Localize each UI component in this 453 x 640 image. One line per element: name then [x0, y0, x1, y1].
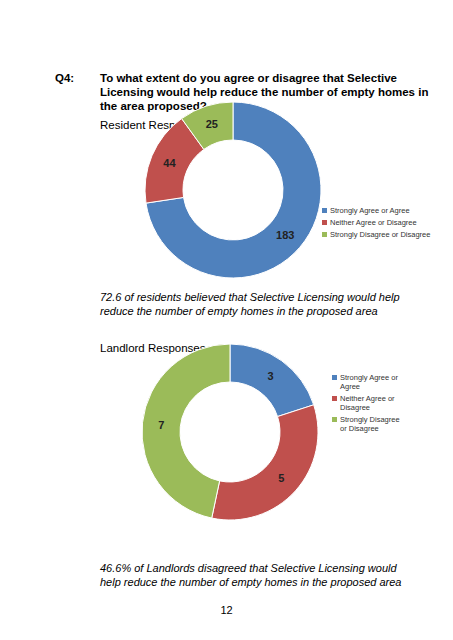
annotation: 72.6 of residents believed that Selectiv… [100, 290, 410, 318]
legend: Strongly Agree or Agree Neither Agree or … [322, 206, 432, 242]
page-number: 12 [0, 604, 453, 616]
legend-swatch [332, 375, 337, 380]
donut-slice [142, 344, 230, 518]
data-label: 44 [163, 157, 176, 169]
question-number: Q4: [55, 71, 95, 85]
legend-label: Neither Agree or Disagree [340, 394, 408, 412]
legend-swatch [332, 417, 337, 422]
legend-entry: Strongly Disagree or Disagree [322, 230, 432, 239]
legend-swatch [322, 232, 327, 237]
legend-entry: Neither Agree or Disagree [322, 218, 432, 227]
legend: Strongly Agree or Agree Neither Agree or … [332, 373, 408, 436]
data-label: 5 [278, 472, 284, 484]
donut-slice [146, 102, 321, 278]
donut-chart: 3 5 7 [140, 342, 320, 522]
legend-entry: Strongly Disagree or Disagree [332, 415, 408, 433]
legend-swatch [332, 396, 337, 401]
annotation: 46.6% of Landlords disagreed that Select… [100, 561, 410, 589]
donut-slice [212, 405, 318, 520]
data-label: 25 [206, 118, 218, 130]
data-label: 7 [158, 419, 164, 431]
question-text: To what extent do you agree or disagree … [100, 71, 445, 113]
legend-entry: Neither Agree or Disagree [332, 394, 408, 412]
legend-label: Strongly Disagree or Disagree [330, 230, 430, 239]
legend-entry: Strongly Agree or Agree [332, 373, 408, 391]
legend-label: Strongly Agree or Agree [330, 206, 410, 215]
legend-label: Strongly Disagree or Disagree [340, 415, 408, 433]
data-label: 183 [276, 229, 294, 241]
legend-entry: Strongly Agree or Agree [322, 206, 432, 215]
donut-slice [230, 344, 314, 417]
donut-chart: 183 44 25 [143, 100, 323, 280]
legend-swatch [322, 208, 327, 213]
donut-slice [182, 102, 233, 149]
legend-label: Neither Agree or Disagree [330, 218, 417, 227]
legend-swatch [322, 220, 327, 225]
data-label: 3 [267, 370, 273, 382]
legend-label: Strongly Agree or Agree [340, 373, 408, 391]
